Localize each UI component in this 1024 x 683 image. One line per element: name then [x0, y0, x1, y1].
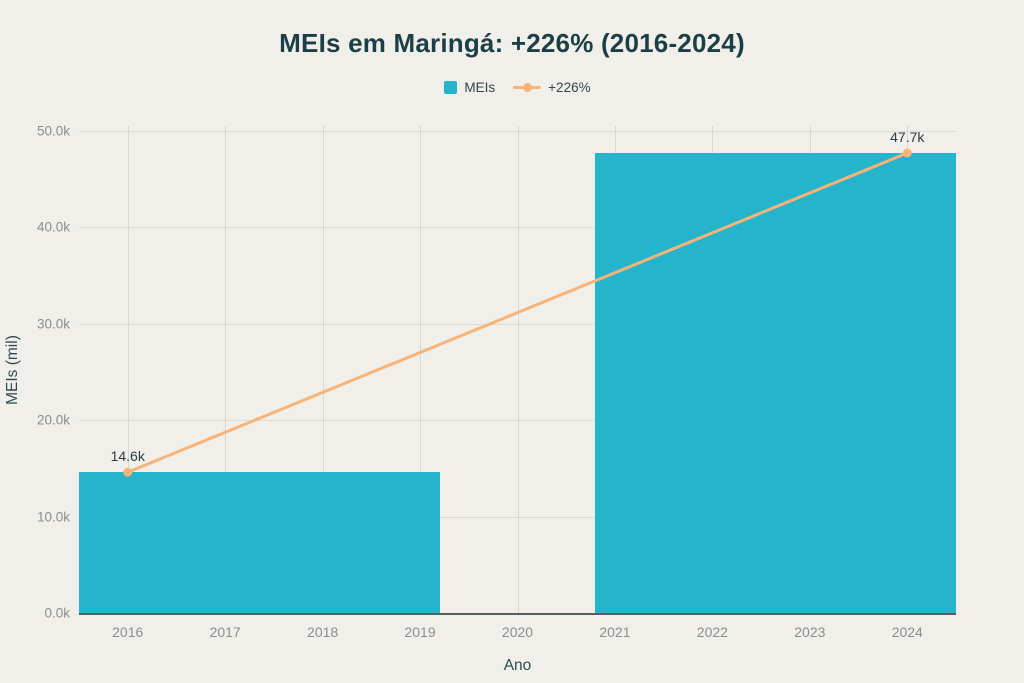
x-tick-label: 2023: [794, 624, 826, 640]
legend-bar-swatch: [444, 81, 458, 94]
x-tick-label: 2020: [501, 624, 534, 640]
y-tick-label: 50.0k: [36, 123, 70, 139]
legend-label: MEIs: [464, 80, 496, 95]
bar-2024: [595, 153, 956, 613]
x-tick-label: 2024: [891, 624, 923, 640]
x-axis-zero-line: [79, 613, 956, 615]
y-tick-label: 10.0k: [36, 509, 70, 525]
v-gridline: [517, 126, 519, 613]
legend-line-swatch: [513, 83, 542, 92]
x-tick-label: 2017: [209, 624, 241, 640]
data-label-2016: 14.6k: [110, 448, 145, 465]
legend-item-meis[interactable]: MEIs: [444, 80, 495, 95]
legend-item-growth[interactable]: +226%: [513, 80, 591, 95]
y-tick-label: 30.0k: [36, 316, 70, 332]
x-tick-label: 2021: [599, 624, 631, 640]
legend: MEIs +226%: [79, 80, 956, 95]
x-tick-label: 2018: [307, 624, 339, 640]
y-tick-label: 20.0k: [36, 412, 70, 428]
x-tick-label: 2016: [112, 624, 144, 640]
y-axis-title: MEIs (mil): [4, 334, 21, 405]
legend-label: +226%: [548, 80, 591, 95]
chart-title: MEIs em Maringá: +226% (2016-2024): [279, 28, 745, 58]
x-axis-title: Ano: [503, 657, 532, 674]
x-tick-label: 2019: [404, 624, 436, 640]
data-label-2024: 47.7k: [890, 129, 925, 145]
y-tick-label: 0.0k: [44, 605, 70, 621]
y-tick-label: 40.0k: [36, 219, 70, 235]
bar-2016: [79, 472, 440, 613]
x-tick-label: 2022: [696, 624, 728, 640]
